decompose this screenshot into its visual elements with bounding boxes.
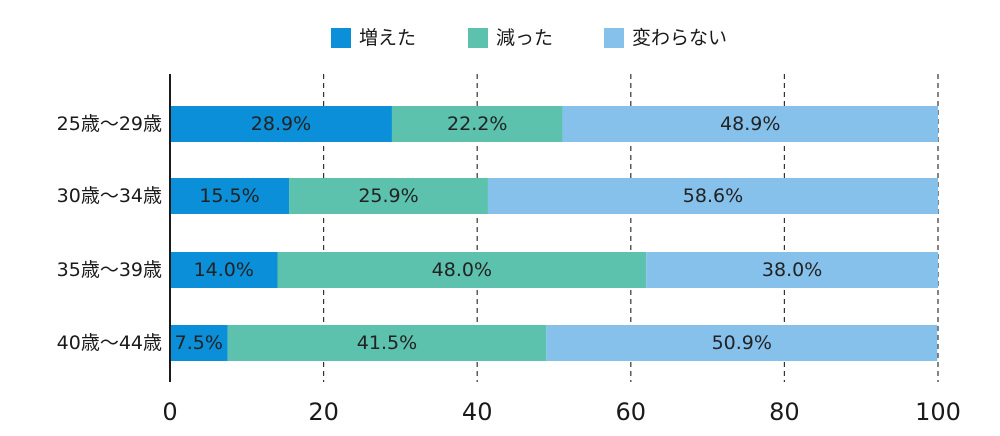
bars: 28.9% 22.2% 48.9% 15.5% 25.9% 58.6% 14.0% 48.0%… xyxy=(170,106,938,361)
legend-swatch xyxy=(604,28,624,48)
data-label: 28.9% xyxy=(251,113,311,135)
data-label: 7.5% xyxy=(175,332,223,354)
bar-segment xyxy=(487,178,938,214)
category-label: 25歳〜29歳 xyxy=(57,113,162,135)
bar-segment xyxy=(170,325,228,361)
legend: 増えた 減った 変わらない xyxy=(331,27,727,49)
data-label: 58.6% xyxy=(683,185,743,207)
x-tick-label: 20 xyxy=(308,398,339,426)
data-label: 14.0% xyxy=(194,259,254,281)
category-label: 30歳〜34歳 xyxy=(57,185,162,207)
x-tick-label: 0 xyxy=(162,398,177,426)
data-label: 25.9% xyxy=(358,185,418,207)
bar-segment xyxy=(546,325,938,361)
x-tick-label: 40 xyxy=(462,398,493,426)
category-label: 35歳〜39歳 xyxy=(57,259,162,281)
category-labels: 25歳〜29歳 30歳〜34歳 35歳〜39歳 40歳〜44歳 xyxy=(57,113,162,354)
bar-segment xyxy=(170,252,278,288)
data-label: 48.0% xyxy=(432,259,492,281)
bar-segment xyxy=(170,106,392,142)
data-label: 50.9% xyxy=(712,332,772,354)
bar-segment xyxy=(646,252,938,288)
bar-segment xyxy=(170,178,290,214)
x-tick-labels: 0 20 40 60 80 100 xyxy=(162,398,961,426)
data-label: 22.2% xyxy=(447,113,507,135)
x-tick-label: 60 xyxy=(616,398,647,426)
bar-segment xyxy=(227,325,547,361)
data-label: 48.9% xyxy=(720,113,780,135)
bar-segment xyxy=(277,252,647,288)
x-tick-label: 100 xyxy=(915,398,961,426)
bar-segment xyxy=(289,178,488,214)
bar-segment xyxy=(562,106,938,142)
data-label: 15.5% xyxy=(199,185,259,207)
legend-label: 増えた xyxy=(359,27,416,49)
legend-label: 変わらない xyxy=(632,27,727,49)
legend-label: 減った xyxy=(496,27,553,49)
x-tick-label: 80 xyxy=(769,398,800,426)
bar-segment xyxy=(391,106,563,142)
data-label: 41.5% xyxy=(357,332,417,354)
category-label: 40歳〜44歳 xyxy=(57,332,162,354)
legend-swatch xyxy=(468,28,488,48)
legend-swatch xyxy=(331,28,351,48)
data-label: 38.0% xyxy=(762,259,822,281)
